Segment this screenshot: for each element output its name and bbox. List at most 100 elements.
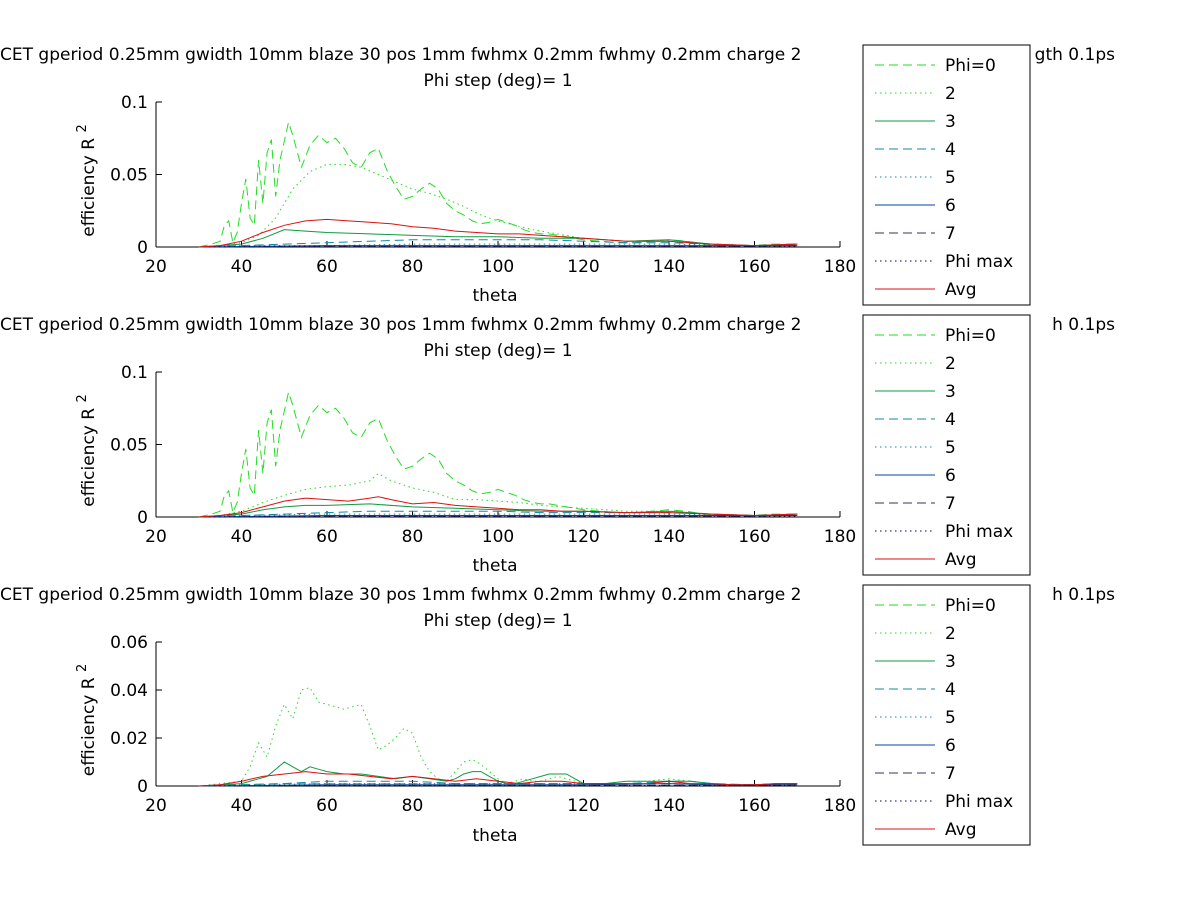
series-line-avg — [198, 496, 798, 518]
x-tick-label: 40 — [231, 527, 253, 547]
x-tick-label: 140 — [653, 796, 685, 816]
series-line-4 — [198, 780, 798, 787]
x-tick-label: 160 — [738, 796, 770, 816]
legend-label: Phi=0 — [945, 326, 996, 346]
x-tick-label: 180 — [824, 527, 856, 547]
y-tick-label: 0.1 — [121, 363, 148, 383]
legend-label: Phi max — [945, 792, 1013, 812]
series-line-phi-0 — [198, 390, 798, 518]
y-tick-label: 0.05 — [110, 166, 148, 186]
subplot-2: 20 40 60 80 100 120 140 160 180 0 0.05 0.1 CET gperi… — [0, 314, 1115, 576]
x-tick-label: 80 — [402, 796, 424, 816]
y-tick-label: 0.04 — [110, 681, 148, 701]
series-line-2 — [198, 687, 798, 787]
series-line-3 — [198, 229, 798, 248]
legend-label: 6 — [945, 196, 956, 216]
x-axis-label: theta — [473, 286, 518, 306]
chart-title: CET gperiod 0.25mm gwidth 10mm blaze 30 … — [0, 315, 801, 335]
legend-label: 4 — [945, 410, 956, 430]
legend-label: Phi max — [945, 522, 1013, 542]
series-line-6 — [198, 515, 798, 518]
x-tick-label: 20 — [145, 796, 167, 816]
legend-label: 2 — [945, 354, 956, 374]
chart-subtitle: Phi step (deg)= 1 — [423, 71, 572, 91]
x-tick-label: 120 — [567, 257, 599, 277]
legend-label: Phi=0 — [945, 56, 996, 76]
y-tick-label: 0 — [137, 777, 148, 797]
x-tick-label: 180 — [824, 796, 856, 816]
y-axis-label: efficiency R 2 — [75, 664, 99, 777]
x-tick-label: 140 — [653, 527, 685, 547]
x-tick-label: 160 — [738, 527, 770, 547]
y-tick-label: 0 — [137, 508, 148, 528]
legend-label: Avg — [945, 550, 977, 570]
chart-title-tail: h 0.1ps — [1052, 585, 1115, 605]
x-tick-label: 100 — [482, 796, 514, 816]
legend: Phi=0 2 3 4 5 6 7 Phi max Avg — [862, 44, 1031, 306]
legend-label: Phi=0 — [945, 596, 996, 616]
series-line-avg — [198, 218, 798, 248]
legend-label: 5 — [945, 438, 956, 458]
x-tick-label: 120 — [567, 527, 599, 547]
x-tick-label: 180 — [824, 257, 856, 277]
legend-label: 4 — [945, 680, 956, 700]
x-tick-label: 100 — [482, 527, 514, 547]
chart-title: CET gperiod 0.25mm gwidth 10mm blaze 30 … — [0, 45, 801, 65]
x-tick-label: 160 — [738, 257, 770, 277]
legend-box — [862, 44, 1031, 306]
chart-title: CET gperiod 0.25mm gwidth 10mm blaze 30 … — [0, 585, 801, 605]
x-axis-label: theta — [473, 556, 518, 576]
y-tick-label: 0.1 — [121, 93, 148, 113]
legend-label: 7 — [945, 494, 956, 514]
x-axis-label: theta — [473, 826, 518, 846]
series-line-3 — [198, 503, 798, 518]
x-tick-label: 120 — [567, 796, 599, 816]
series-line-3 — [198, 761, 798, 787]
x-tick-label: 60 — [316, 796, 338, 816]
series-line-phi-max — [198, 515, 798, 518]
legend-label: Phi max — [945, 252, 1013, 272]
x-tick-label: 40 — [231, 796, 253, 816]
series-line-5 — [198, 783, 798, 787]
chart-title-tail: gth 0.1ps — [1035, 45, 1115, 65]
y-tick-label: 0 — [137, 238, 148, 258]
x-tick-label: 40 — [231, 257, 253, 277]
legend-label: 2 — [945, 624, 956, 644]
legend-box — [862, 584, 1031, 846]
legend-label: 4 — [945, 140, 956, 160]
x-tick-label: 20 — [145, 527, 167, 547]
legend-label: 3 — [945, 382, 956, 402]
legend-label: Avg — [945, 280, 977, 300]
y-axis-label: efficiency R 2 — [75, 124, 99, 237]
y-tick-label: 0.05 — [110, 436, 148, 456]
legend-label: 3 — [945, 652, 956, 672]
legend-label: 2 — [945, 84, 956, 104]
x-tick-label: 80 — [402, 257, 424, 277]
subplot-1: 20 40 60 80 100 120 140 160 180 0 0.05 0.1 CET gperi… — [0, 44, 1115, 306]
legend-label: Avg — [945, 820, 977, 840]
series-line-phi-max — [198, 784, 798, 787]
chart-subtitle: Phi step (deg)= 1 — [423, 611, 572, 631]
legend-label: 6 — [945, 466, 956, 486]
y-axis-label: efficiency R 2 — [75, 394, 99, 507]
x-tick-label: 60 — [316, 527, 338, 547]
series-line-5 — [198, 243, 798, 248]
legend-label: 7 — [945, 764, 956, 784]
legend-label: 5 — [945, 168, 956, 188]
legend: Phi=0 2 3 4 5 6 7 Phi max Avg — [862, 584, 1031, 846]
x-tick-label: 60 — [316, 257, 338, 277]
series-line-5 — [198, 513, 798, 518]
x-tick-label: 100 — [482, 257, 514, 277]
series-line-2 — [198, 472, 798, 518]
chart-title-tail: h 0.1ps — [1052, 315, 1115, 335]
series-line-7 — [198, 784, 798, 787]
legend-label: 7 — [945, 224, 956, 244]
series-line-6 — [198, 245, 798, 248]
legend: Phi=0 2 3 4 5 6 7 Phi max Avg — [862, 314, 1031, 576]
legend-label: 6 — [945, 736, 956, 756]
legend-label: 5 — [945, 708, 956, 728]
series-line-7 — [198, 245, 798, 248]
chart-subtitle: Phi step (deg)= 1 — [423, 341, 572, 361]
x-tick-label: 140 — [653, 257, 685, 277]
